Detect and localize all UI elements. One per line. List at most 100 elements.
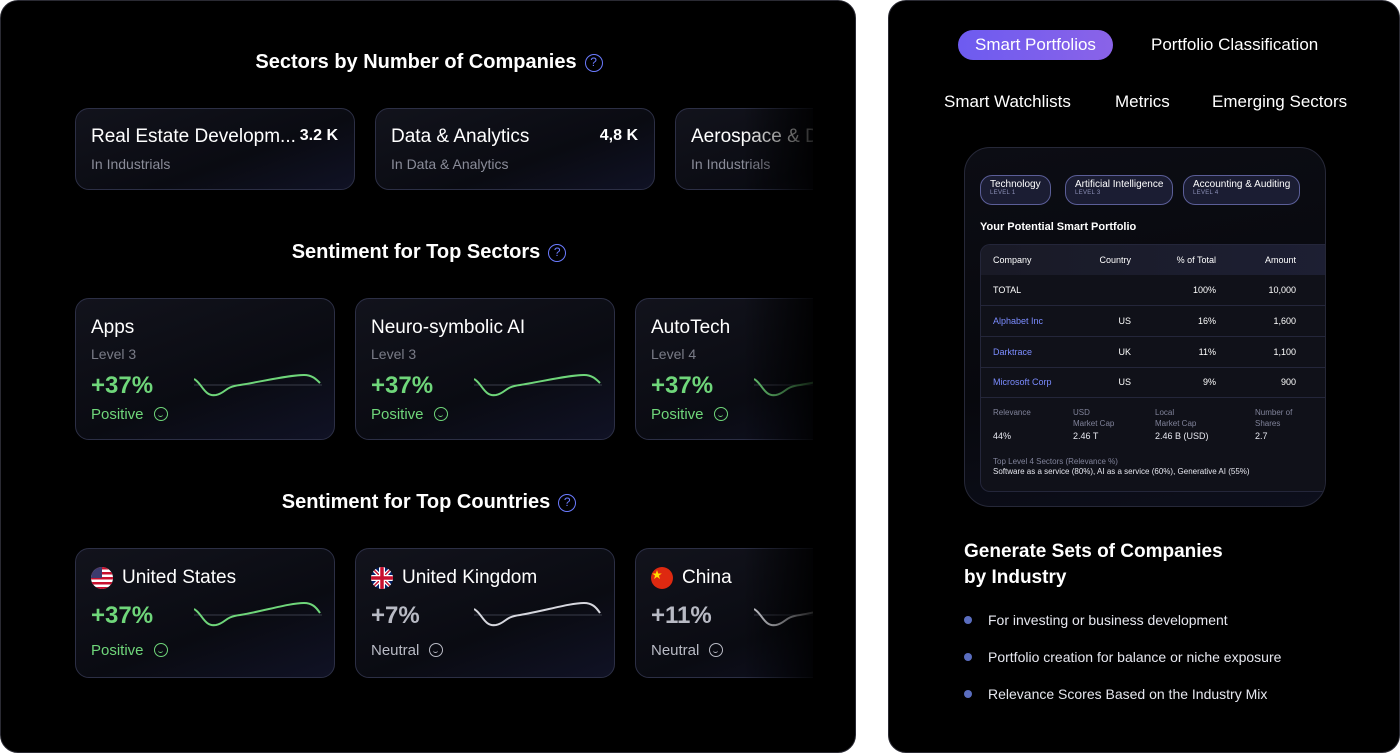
help-circle-icon[interactable]: ? xyxy=(584,53,603,72)
sentiment-percent: +37% xyxy=(91,602,154,629)
tab-portfolio-classification[interactable]: Portfolio Classification xyxy=(1151,35,1319,54)
parent-sector: In Industrials xyxy=(691,156,771,172)
row-divider xyxy=(981,336,1325,337)
sector-name: Aerospace & D xyxy=(691,126,813,147)
country-sentiment-card[interactable]: China +11% Neutral xyxy=(635,548,813,678)
neutral-face-icon xyxy=(429,643,444,657)
shares-label: Number of Shares xyxy=(1255,407,1292,429)
total-percent: 100% xyxy=(1192,285,1216,295)
sentiment-label: Positive xyxy=(651,406,728,423)
meta-line: Market Cap xyxy=(1155,419,1197,428)
meta-line: USD xyxy=(1073,408,1090,417)
mood-text: Positive xyxy=(651,406,704,423)
headline-line: Generate Sets of Companies xyxy=(964,541,1223,562)
feature-headline: Generate Sets of Companies by Industry xyxy=(964,539,1223,591)
smart-portfolios-panel: Smart Portfolios Portfolio Classificatio… xyxy=(888,0,1400,753)
chip-level: LEVEL 3 xyxy=(1075,190,1101,196)
top-sectors-value: Software as a service (80%), AI as a ser… xyxy=(993,467,1250,476)
sentiment-card[interactable]: Apps Level 3 +37% Positive xyxy=(75,298,335,440)
sector-name: Apps xyxy=(91,317,135,338)
smile-icon xyxy=(433,407,448,421)
sector-cards-row: Real Estate Developm... 3.2 K In Industr… xyxy=(75,108,813,190)
mood-text: Positive xyxy=(371,406,424,423)
company-link[interactable]: Microsoft Corp xyxy=(993,377,1052,387)
help-circle-icon[interactable]: ? xyxy=(558,493,577,512)
sector-name: AutoTech xyxy=(651,317,731,338)
bullet-dot-icon xyxy=(964,690,972,698)
sentiment-percent: +37% xyxy=(371,372,434,399)
sector-insights-panel: Sectors by Number of Companies? Real Est… xyxy=(0,0,856,753)
sector-level: Level 4 xyxy=(651,346,697,362)
sentiment-sector-cards-row: Apps Level 3 +37% Positive Neuro-symboli… xyxy=(75,298,813,440)
relevance-value: 44% xyxy=(993,431,1012,441)
sentiment-sparkline xyxy=(194,373,322,397)
usd-label: USD Market Cap xyxy=(1073,407,1114,429)
row-divider xyxy=(981,367,1325,368)
sentiment-countries-title: Sentiment for Top Countries? xyxy=(1,491,855,514)
help-circle-icon[interactable]: ? xyxy=(548,243,567,262)
sentiment-sparkline xyxy=(754,608,813,627)
sector-chip[interactable]: Accounting & Auditing LEVEL 4 xyxy=(1183,175,1301,205)
sentiment-percent: +37% xyxy=(651,372,714,399)
tab-metrics[interactable]: Metrics xyxy=(1115,92,1170,111)
sector-chip[interactable]: Technology LEVEL 1 xyxy=(980,175,1051,205)
table-cell: 1,600 xyxy=(1273,316,1296,326)
tab-smart-portfolios[interactable]: Smart Portfolios xyxy=(958,30,1113,60)
sentiment-sparkline xyxy=(474,601,602,627)
table-cell: US xyxy=(1118,377,1131,387)
sentiment-country-cards-row: United States +37% Positive United Kingd… xyxy=(75,548,813,678)
chip-level: LEVEL 4 xyxy=(1193,190,1219,196)
total-amount: 10,000 xyxy=(1268,285,1296,295)
chip-level: LEVEL 1 xyxy=(990,190,1016,196)
sentiment-label: Neutral xyxy=(651,642,724,659)
bullet-text: For investing or business development xyxy=(988,612,1228,628)
sector-card[interactable]: Real Estate Developm... 3.2 K In Industr… xyxy=(75,108,355,190)
section-heading: Sentiment for Top Sectors xyxy=(291,241,541,264)
smile-icon xyxy=(713,407,728,421)
company-link[interactable]: Darktrace xyxy=(993,347,1033,357)
neutral-face-icon xyxy=(709,643,724,657)
country-sentiment-card[interactable]: United Kingdom +7% Neutral xyxy=(355,548,615,678)
us-flag-icon xyxy=(91,567,113,589)
portfolio-title: Your Potential Smart Portfolio xyxy=(980,221,1137,233)
table-cell: 9% xyxy=(1202,377,1216,387)
uk-flag-icon xyxy=(371,567,393,589)
table-cell: 16% xyxy=(1197,316,1216,326)
col-percent: % of Total xyxy=(1176,255,1216,265)
sector-chip[interactable]: Artificial Intelligence LEVEL 3 xyxy=(1065,175,1174,205)
table-cell: 900 xyxy=(1280,377,1296,387)
meta-line: Shares xyxy=(1255,419,1281,428)
local-label: Local Market Cap xyxy=(1155,407,1196,429)
table-cell: 1,100 xyxy=(1273,347,1296,357)
sector-card[interactable]: Data & Analytics 4,8 K In Data & Analyti… xyxy=(375,108,655,190)
bullet-text: Portfolio creation for balance or niche … xyxy=(988,649,1282,665)
top-sectors-label: Top Level 4 Sectors (Relevance %) xyxy=(993,457,1118,466)
tab-emerging-sectors[interactable]: Emerging Sectors xyxy=(1212,92,1348,111)
sentiment-card[interactable]: AutoTech Level 4 +37% Positive xyxy=(635,298,813,440)
sector-level: Level 3 xyxy=(91,346,137,362)
sentiment-card[interactable]: Neuro-symbolic AI Level 3 +37% Positive xyxy=(355,298,615,440)
parent-sector: In Industrials xyxy=(91,156,171,172)
section-heading: Sentiment for Top Countries xyxy=(281,491,551,514)
china-flag-icon xyxy=(651,567,673,589)
feature-bullet: Portfolio creation for balance or niche … xyxy=(964,649,1281,665)
tab-smart-watchlists[interactable]: Smart Watchlists xyxy=(944,92,1071,111)
company-count: 3.2 K xyxy=(299,127,338,144)
sentiment-percent: +11% xyxy=(651,602,712,629)
shares-value: 2.7 xyxy=(1255,431,1268,441)
mood-text: Positive xyxy=(91,642,144,659)
table-cell: US xyxy=(1118,316,1131,326)
country-sentiment-card[interactable]: United States +37% Positive xyxy=(75,548,335,678)
country-name: United States xyxy=(122,567,237,588)
feature-bullet: For investing or business development xyxy=(964,612,1228,628)
sector-name: Neuro-symbolic AI xyxy=(371,317,526,338)
sectors-by-companies-title: Sectors by Number of Companies? xyxy=(1,51,855,74)
company-link[interactable]: Alphabet Inc xyxy=(993,316,1044,326)
sector-name: Data & Analytics xyxy=(391,126,530,147)
sector-card[interactable]: Aerospace & D In Industrials xyxy=(675,108,813,190)
usd-market-cap-value: 2.46 T xyxy=(1073,431,1099,441)
table-cell: UK xyxy=(1118,347,1131,357)
local-market-cap-value: 2.46 B (USD) xyxy=(1155,431,1209,441)
bullet-dot-icon xyxy=(964,653,972,661)
smile-icon xyxy=(153,643,168,657)
